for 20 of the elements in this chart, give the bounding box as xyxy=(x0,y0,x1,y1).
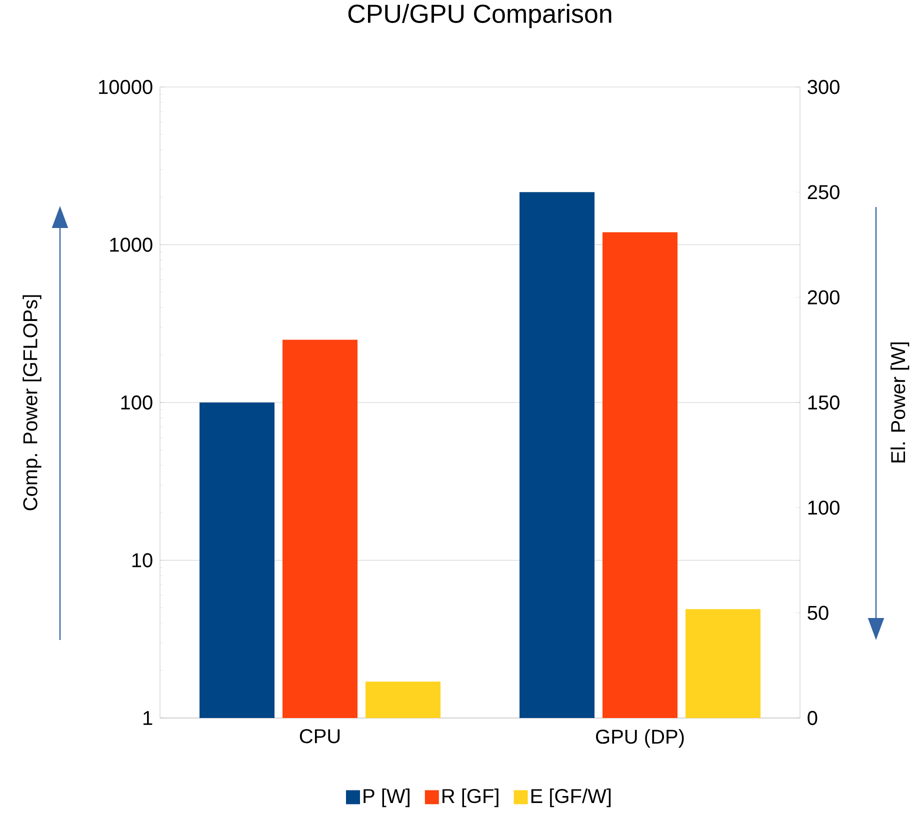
y2-tick-label: 200 xyxy=(808,290,840,304)
y-axis-title: Comp. Power [GFLOPs] xyxy=(22,295,42,510)
y2-tick-label: 50 xyxy=(808,606,828,620)
y2-tick-label: 0 xyxy=(808,710,818,726)
y-tick-label: 1000 xyxy=(110,238,152,252)
y-tick-label: 1 xyxy=(144,711,152,725)
x-tick-label: GPU (DP) xyxy=(596,729,684,748)
y-tick-label: 10 xyxy=(132,553,152,568)
y2-tick-label: 250 xyxy=(808,185,840,200)
y2-tick-label: 150 xyxy=(808,395,840,410)
legend-label: R [GF] xyxy=(442,788,498,808)
y-tick-label: 10000 xyxy=(99,80,152,94)
x-tick-label: CPU xyxy=(300,729,340,744)
chart-title: CPU/GPU Comparison xyxy=(348,4,612,28)
y2-axis-title: El. Power [W] xyxy=(890,342,910,462)
y-tick-label: 100 xyxy=(121,395,152,410)
legend-label: P [W] xyxy=(364,788,410,808)
y2-tick-label: 100 xyxy=(808,500,840,515)
y2-tick-label: 300 xyxy=(808,80,840,94)
legend-label: E [GF/W] xyxy=(531,788,611,808)
